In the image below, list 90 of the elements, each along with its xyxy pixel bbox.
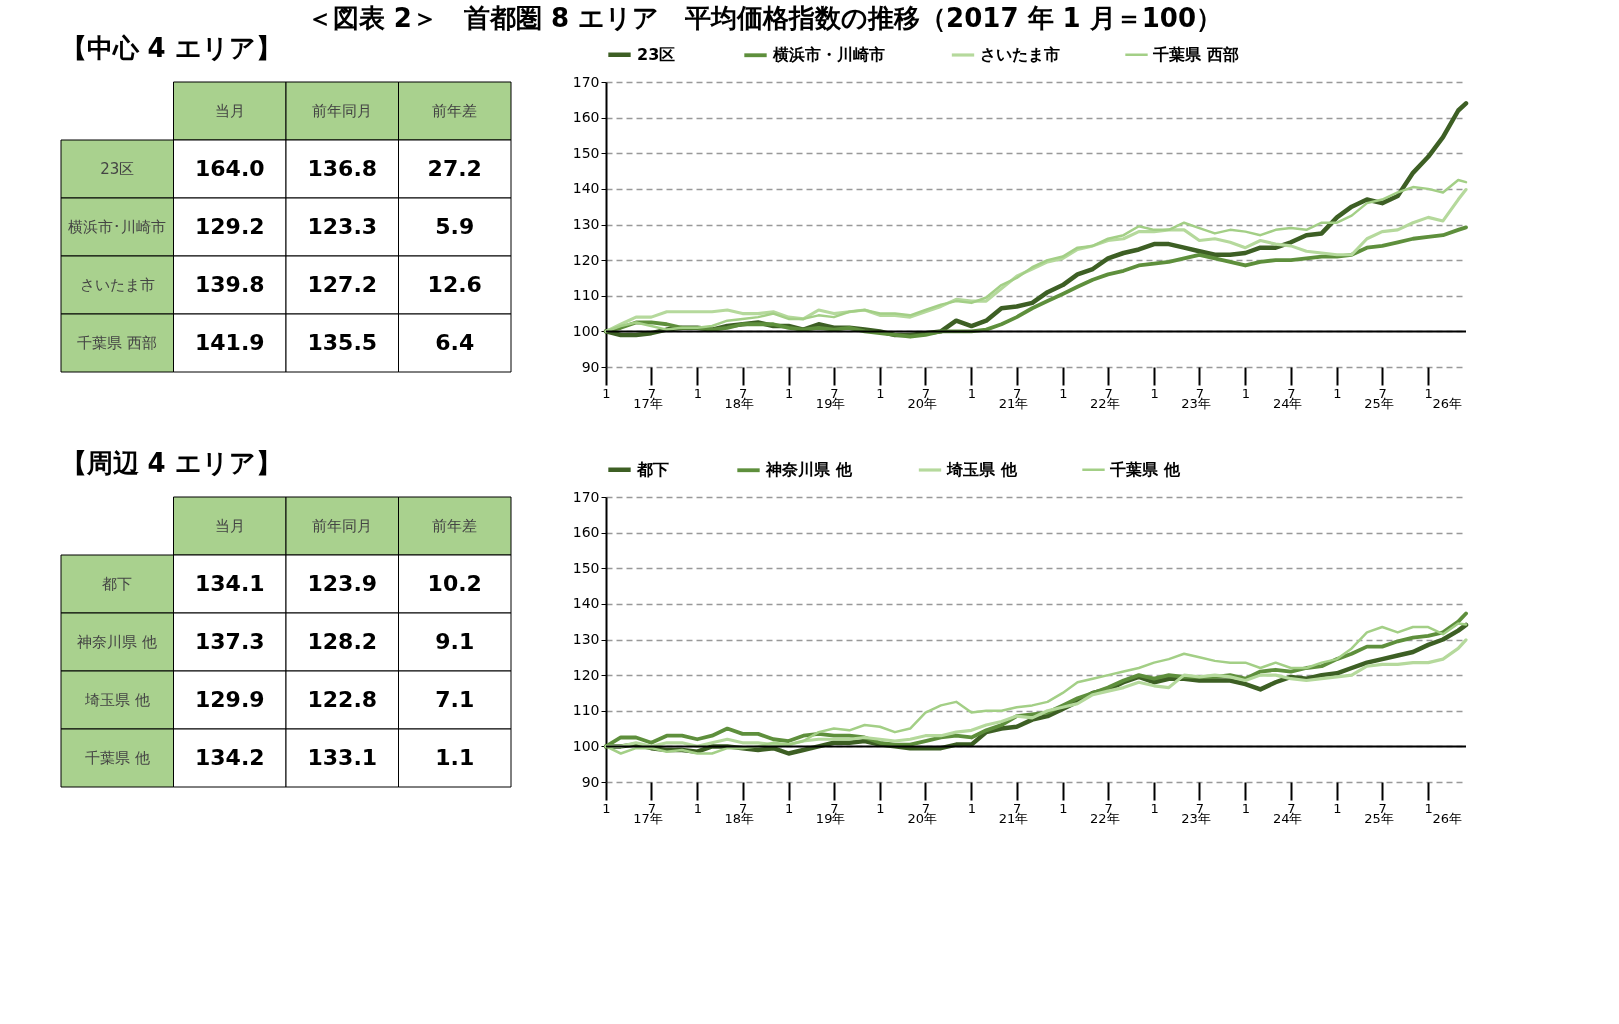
text: 128.2 (307, 629, 378, 654)
legend-label: 都下 (636, 459, 669, 479)
y-tick-label: 160 (572, 109, 600, 126)
text: 7.1 (435, 687, 475, 712)
category-label: さいたま市 (79, 276, 155, 294)
text: 123.3 (307, 214, 378, 239)
text: 9.1 (435, 629, 475, 654)
y-tick-label: 160 (572, 524, 600, 541)
legend-label: 23区 (637, 44, 676, 64)
x-tick-label: 1 (1333, 800, 1342, 816)
legend-label: 横浜市・川崎市 (772, 45, 885, 65)
x-tick-label: 1 (1059, 385, 1068, 401)
x-tick-label: 1 (876, 385, 885, 401)
category-label: 都下 (102, 575, 133, 593)
text: 139.8 (194, 272, 265, 297)
text: 5.9 (435, 214, 475, 239)
y-tick-label: 110 (572, 287, 600, 304)
x-tick-label: 1 (693, 385, 702, 401)
y-tick-label: 90 (581, 773, 600, 790)
y-tick-label: 150 (572, 144, 600, 161)
legend-label: 埼玉県 他 (946, 460, 1018, 479)
y-tick-label: 100 (572, 322, 600, 339)
x-tick-label: 1 (1059, 800, 1068, 816)
category-label: 当月 (214, 517, 245, 535)
category-label: 前年差 (432, 102, 478, 120)
x-tick-label: 1 (1241, 385, 1251, 401)
x-tick-label: 1 (1150, 385, 1159, 401)
text: 12.6 (427, 272, 482, 297)
category-label: 当月 (214, 102, 245, 120)
text: 【周辺 4 エリア】 (60, 447, 282, 478)
y-tick-label: 170 (572, 488, 600, 505)
category-label: 23区 (100, 160, 135, 178)
text: 123.9 (307, 571, 378, 596)
text: 122.8 (307, 687, 378, 712)
category-label: 前年同月 (312, 102, 373, 120)
text: 10.2 (427, 571, 482, 596)
y-tick-label: 140 (572, 595, 600, 612)
text: 133.1 (307, 745, 378, 770)
text: 134.1 (194, 571, 265, 596)
x-tick-label: 1 (967, 800, 977, 816)
text: 134.2 (194, 745, 265, 770)
y-tick-label: 110 (572, 702, 600, 719)
y-tick-label: 130 (572, 216, 600, 232)
y-tick-label: 120 (572, 666, 600, 683)
text: 135.5 (307, 330, 378, 355)
category-label: 横浜市･川崎市 (68, 218, 167, 236)
x2-tick-label: 26年 (1432, 810, 1463, 826)
x-tick-label: 1 (1424, 385, 1433, 401)
y-tick-label: 100 (572, 737, 600, 754)
x-tick-label: 1 (876, 800, 885, 816)
chart-title: ＜図表 2＞ 首都圏 8 エリア 平均価格指数の推移（2017 年 1 月＝100） (306, 2, 1222, 33)
x-tick-label: 1 (602, 800, 611, 816)
text: 136.8 (307, 156, 378, 181)
text: 1.1 (435, 745, 475, 770)
category-label: 前年同月 (312, 517, 373, 535)
text: 141.9 (194, 330, 265, 355)
x-tick-label: 1 (1424, 800, 1433, 816)
category-label: 千葉県 他 (84, 749, 150, 767)
x-tick-label: 1 (602, 385, 611, 401)
x-tick-label: 1 (1150, 800, 1159, 816)
x-tick-label: 1 (693, 800, 702, 816)
text: 164.0 (194, 156, 265, 181)
text: 129.2 (194, 214, 265, 239)
line-series (604, 638, 1468, 748)
y-tick-label: 90 (581, 358, 600, 375)
text: 6.4 (435, 330, 475, 355)
x-tick-label: 1 (1241, 800, 1251, 816)
x-tick-label: 1 (784, 800, 794, 816)
text: 129.9 (194, 687, 265, 712)
y-tick-label: 140 (572, 180, 600, 197)
category-label: 千葉県 西部 (77, 334, 158, 352)
y-tick-label: 170 (572, 73, 600, 90)
y-tick-label: 130 (572, 631, 600, 647)
x2-tick-label: 26年 (1432, 395, 1463, 411)
x-tick-label: 1 (1333, 385, 1342, 401)
legend-label: 神奈川県 他 (765, 460, 853, 480)
x-tick-label: 1 (784, 385, 794, 401)
y-tick-label: 120 (572, 251, 600, 268)
category-label: 前年差 (432, 517, 478, 535)
x-tick-label: 1 (967, 385, 977, 401)
legend-label: 千葉県 西部 (1152, 44, 1239, 64)
text: 【中心 4 エリア】 (60, 32, 282, 63)
y-tick-label: 150 (572, 559, 600, 576)
text: 127.2 (307, 272, 378, 297)
text: 137.3 (194, 629, 265, 654)
category-label: 埼玉県 他 (84, 691, 150, 709)
legend-label: 千葉県 他 (1109, 459, 1181, 479)
text: 27.2 (427, 156, 482, 181)
legend-label: さいたま市 (980, 45, 1060, 64)
category-label: 神奈川県 他 (77, 633, 158, 651)
